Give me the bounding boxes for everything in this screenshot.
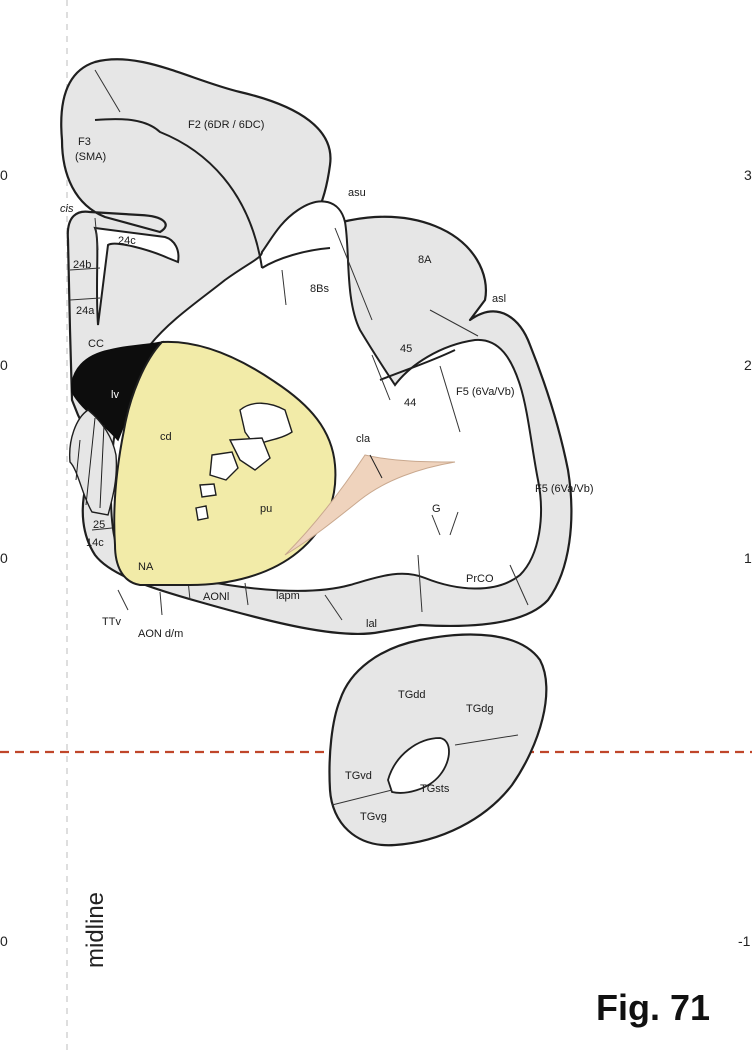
border-g-1: [431, 514, 441, 536]
label-44: 44: [404, 397, 416, 409]
border-8bs: [281, 269, 287, 306]
label-aon-dm: AON d/m: [138, 628, 183, 640]
border-25-14c: [91, 527, 113, 531]
label-asl: asl: [492, 293, 506, 305]
border-45-44: [371, 354, 391, 401]
label-24b: 24b: [73, 259, 91, 271]
label-tgvd: TGvd: [345, 770, 372, 782]
label-f5-lower: F5 (6Va/Vb): [535, 483, 594, 495]
striatum-island-5: [195, 505, 209, 521]
label-f5-upper: F5 (6Va/Vb): [456, 386, 515, 398]
border-f3-f2: [94, 69, 121, 113]
tick-left-2: 0: [0, 357, 8, 373]
tick-left-4: 0: [0, 933, 8, 949]
label-g: G: [432, 503, 441, 515]
border-iapm-ial: [324, 594, 343, 621]
border-g-prco: [417, 554, 423, 613]
label-asu: asu: [348, 187, 366, 199]
label-cla: cla: [356, 433, 371, 445]
striatum-island-3: [209, 451, 239, 481]
label-24c: 24c: [118, 235, 136, 247]
border-8bs-8a: [334, 227, 373, 321]
septum-striations: [75, 417, 105, 509]
label-f3-line1: F3: [78, 136, 91, 148]
tick-left-3: 0: [0, 550, 8, 566]
sulcus-arcuate-sup: [261, 247, 331, 269]
sulcus-arcuate-inf: [379, 349, 456, 381]
label-aonl: AONl: [203, 591, 229, 603]
label-tgdd: TGdd: [398, 689, 426, 701]
label-14c: 14c: [86, 537, 104, 549]
tick-right-2: 2: [744, 357, 752, 373]
striatum-island-2: [228, 437, 271, 471]
label-8bs: 8Bs: [310, 283, 329, 295]
border-g-2: [449, 511, 459, 536]
border-aondm: [159, 591, 163, 616]
label-ttv: TTv: [102, 616, 121, 628]
figure-label: Fig. 71: [596, 987, 710, 1028]
border-24a-cc: [69, 297, 101, 301]
tick-right-4: -1: [738, 933, 751, 949]
label-cd: cd: [160, 431, 172, 443]
border-aonl-iapm: [244, 582, 249, 606]
label-cc: CC: [88, 338, 104, 350]
border-prco-f5: [509, 564, 529, 606]
label-prco: PrCO: [466, 573, 494, 585]
label-25: 25: [93, 519, 105, 531]
border-tgdd-tgdg: [454, 734, 519, 746]
label-8a: 8A: [418, 254, 432, 266]
label-f3-line2: (SMA): [75, 151, 106, 163]
white-matter: [93, 226, 180, 326]
temporal-sulcus: [387, 737, 450, 794]
tick-right-1: 3: [744, 167, 752, 183]
label-iapm: lapm: [276, 590, 300, 602]
border-24c-24b: [94, 217, 99, 251]
label-tgvg: TGvg: [360, 811, 387, 823]
label-45: 45: [400, 343, 412, 355]
sulcus-cingulate: [94, 118, 263, 269]
label-pu: pu: [260, 503, 272, 515]
label-cis: cis: [60, 203, 74, 215]
tick-left-1: 0: [0, 167, 8, 183]
label-lv: lv: [111, 389, 119, 401]
tick-right-3: 1: [744, 550, 752, 566]
label-tgsts: TGsts: [420, 783, 450, 795]
label-na: NA: [138, 561, 154, 573]
border-8a-45: [429, 309, 479, 337]
label-tgdg: TGdg: [466, 703, 494, 715]
border-ttv: [117, 589, 129, 611]
claustrum: [284, 454, 456, 556]
label-f2: F2 (6DR / 6DC): [188, 119, 264, 131]
border-44-f5: [439, 365, 461, 433]
striatum-island-4: [199, 483, 217, 498]
midline-label: midline: [82, 892, 109, 968]
cla-pointer: [369, 454, 383, 479]
border-24b-24a: [69, 267, 101, 271]
label-24a: 24a: [76, 305, 95, 317]
label-ial: lal: [366, 618, 377, 630]
septum: [69, 409, 118, 516]
border-tgvd-tgvg: [331, 789, 393, 806]
